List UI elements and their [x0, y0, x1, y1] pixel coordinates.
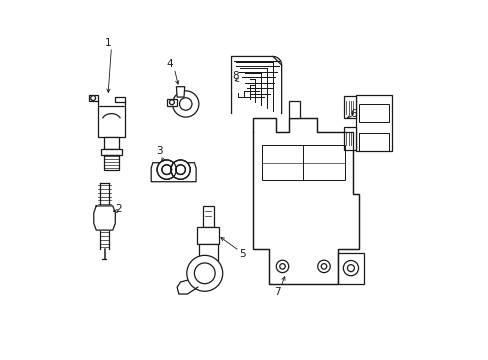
Polygon shape — [289, 100, 299, 118]
Text: 2: 2 — [115, 204, 122, 214]
Circle shape — [157, 160, 176, 179]
Polygon shape — [177, 280, 198, 294]
Text: 7: 7 — [273, 287, 280, 297]
Polygon shape — [198, 244, 218, 261]
Text: 6: 6 — [349, 109, 356, 119]
Polygon shape — [343, 96, 355, 118]
Polygon shape — [176, 87, 184, 97]
Polygon shape — [202, 206, 213, 227]
Polygon shape — [166, 99, 177, 106]
Polygon shape — [115, 97, 124, 106]
Polygon shape — [98, 106, 124, 137]
Polygon shape — [103, 137, 119, 149]
Text: 8: 8 — [232, 71, 239, 81]
Polygon shape — [253, 118, 358, 284]
Circle shape — [169, 100, 174, 105]
Polygon shape — [101, 149, 122, 155]
Polygon shape — [103, 155, 119, 170]
Polygon shape — [94, 206, 115, 230]
Polygon shape — [337, 253, 363, 284]
Text: 3: 3 — [156, 146, 163, 156]
Polygon shape — [151, 163, 196, 182]
Text: 5: 5 — [239, 249, 245, 259]
Text: 4: 4 — [166, 59, 173, 69]
Polygon shape — [197, 227, 219, 244]
Circle shape — [172, 91, 199, 117]
Polygon shape — [355, 95, 391, 150]
Polygon shape — [343, 127, 355, 150]
Circle shape — [170, 160, 190, 179]
Circle shape — [90, 96, 95, 100]
Circle shape — [186, 255, 222, 291]
Text: 1: 1 — [104, 39, 111, 49]
Polygon shape — [89, 95, 98, 106]
Polygon shape — [231, 57, 281, 113]
